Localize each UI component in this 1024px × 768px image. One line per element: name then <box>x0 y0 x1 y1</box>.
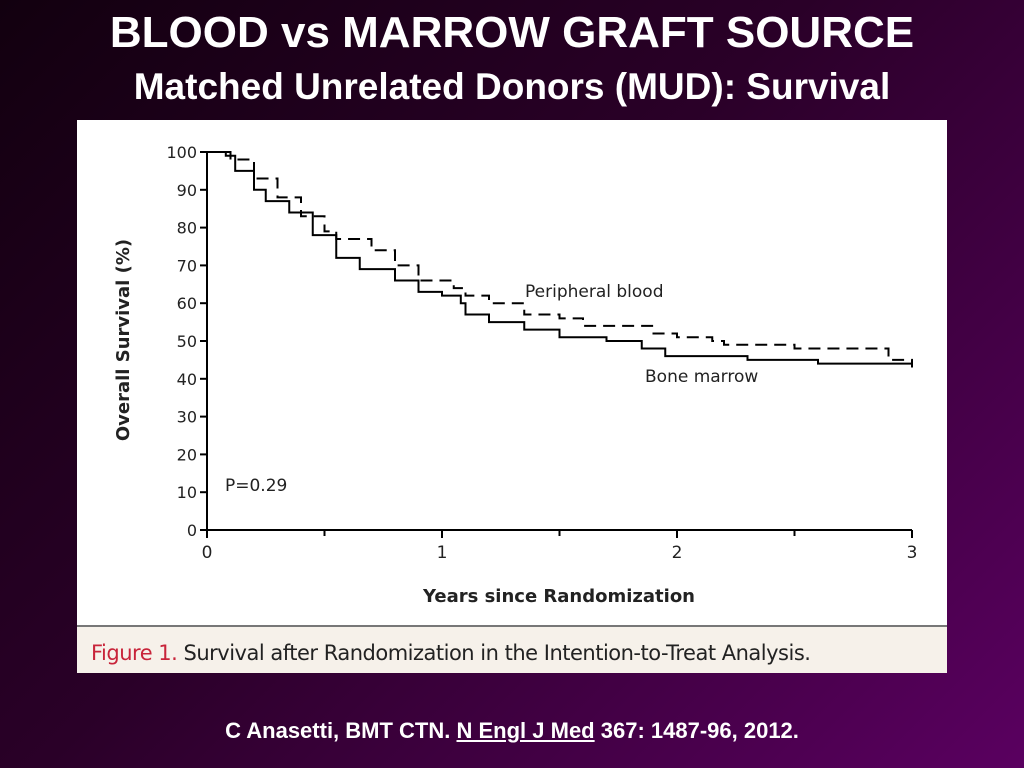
x-axis-label: Years since Randomization <box>422 586 695 607</box>
x-tick-label: 1 <box>437 543 448 563</box>
y-axis-label: Overall Survival (%) <box>113 239 134 441</box>
p-value-annotation: P=0.29 <box>225 476 287 496</box>
slide-subtitle: Matched Unrelated Donors (MUD): Survival <box>133 66 891 107</box>
legend-peripheral-blood: Peripheral blood <box>525 282 663 302</box>
y-tick-label: 80 <box>177 219 197 238</box>
x-tick-label: 2 <box>672 543 683 563</box>
x-tick-label: 3 <box>907 543 918 563</box>
y-tick-label: 20 <box>177 445 197 464</box>
peripheral-blood-curve <box>207 151 913 368</box>
citation-prefix: C Anasetti, BMT CTN. <box>225 718 457 743</box>
y-tick-label: 0 <box>187 521 197 540</box>
y-tick-label: 70 <box>177 256 197 275</box>
bone-marrow-curve <box>207 151 913 368</box>
y-tick-label: 90 <box>177 181 197 200</box>
citation: C Anasetti, BMT CTN. N Engl J Med 367: 1… <box>0 718 1024 744</box>
figure-caption-text: Survival after Randomization in the Inte… <box>177 641 811 665</box>
figure-label: Figure 1. <box>91 641 178 665</box>
citation-journal: N Engl J Med <box>456 718 595 743</box>
y-tick-label: 50 <box>177 332 197 351</box>
y-tick-label: 60 <box>177 294 197 313</box>
y-tick-label: 40 <box>177 370 197 389</box>
slide-title: BLOOD vs MARROW GRAFT SOURCE <box>109 8 915 57</box>
survival-chart: 0 10 20 30 40 50 60 70 80 90 100 0 1 2 3 Overall Survi… <box>113 143 918 607</box>
legend-bone-marrow: Bone marrow <box>645 367 758 387</box>
y-tick-label: 10 <box>177 483 197 502</box>
y-tick-label: 100 <box>166 143 197 162</box>
figure-caption: Figure 1. Survival after Randomization i… <box>77 625 947 673</box>
citation-suffix: 367: 1487-96, 2012. <box>594 718 799 743</box>
y-tick-label: 30 <box>177 408 197 427</box>
chart-panel: 0 10 20 30 40 50 60 70 80 90 100 0 1 2 3 Overall Survi… <box>77 120 947 625</box>
x-tick-label: 0 <box>202 543 213 563</box>
